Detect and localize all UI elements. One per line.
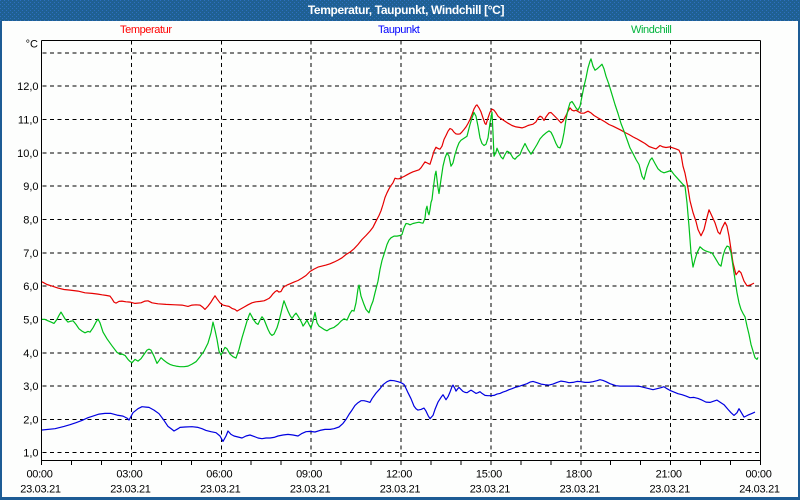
svg-text:00:00: 00:00 (26, 469, 52, 481)
svg-text:12,0: 12,0 (17, 81, 38, 93)
svg-text:23.03.21: 23.03.21 (649, 483, 690, 495)
svg-text:09:00: 09:00 (296, 469, 322, 481)
svg-text:6,0: 6,0 (23, 281, 38, 293)
svg-text:23.03.21: 23.03.21 (200, 483, 241, 495)
svg-text:23.03.21: 23.03.21 (560, 483, 601, 495)
svg-text:03:00: 03:00 (116, 469, 142, 481)
svg-text:21:00: 21:00 (656, 469, 682, 481)
svg-text:23.03.21: 23.03.21 (110, 483, 151, 495)
svg-text:°C: °C (26, 39, 38, 51)
svg-text:12:00: 12:00 (386, 469, 412, 481)
svg-text:10,0: 10,0 (17, 148, 38, 160)
svg-text:00:00: 00:00 (745, 469, 771, 481)
svg-text:5,0: 5,0 (23, 314, 38, 326)
svg-text:23.03.21: 23.03.21 (290, 483, 331, 495)
svg-text:24.03.21: 24.03.21 (739, 483, 780, 495)
svg-text:15:00: 15:00 (476, 469, 502, 481)
svg-text:1,0: 1,0 (23, 448, 38, 460)
svg-text:11,0: 11,0 (18, 115, 39, 127)
svg-text:18:00: 18:00 (566, 469, 592, 481)
svg-text:23.03.21: 23.03.21 (470, 483, 511, 495)
svg-text:23.03.21: 23.03.21 (20, 483, 61, 495)
svg-text:23.03.21: 23.03.21 (380, 483, 421, 495)
svg-text:06:00: 06:00 (206, 469, 232, 481)
svg-text:4,0: 4,0 (23, 348, 38, 360)
svg-text:3,0: 3,0 (23, 381, 38, 393)
svg-text:7,0: 7,0 (23, 248, 38, 260)
svg-text:9,0: 9,0 (23, 181, 38, 193)
svg-text:8,0: 8,0 (23, 215, 38, 227)
svg-text:2,0: 2,0 (23, 414, 38, 426)
